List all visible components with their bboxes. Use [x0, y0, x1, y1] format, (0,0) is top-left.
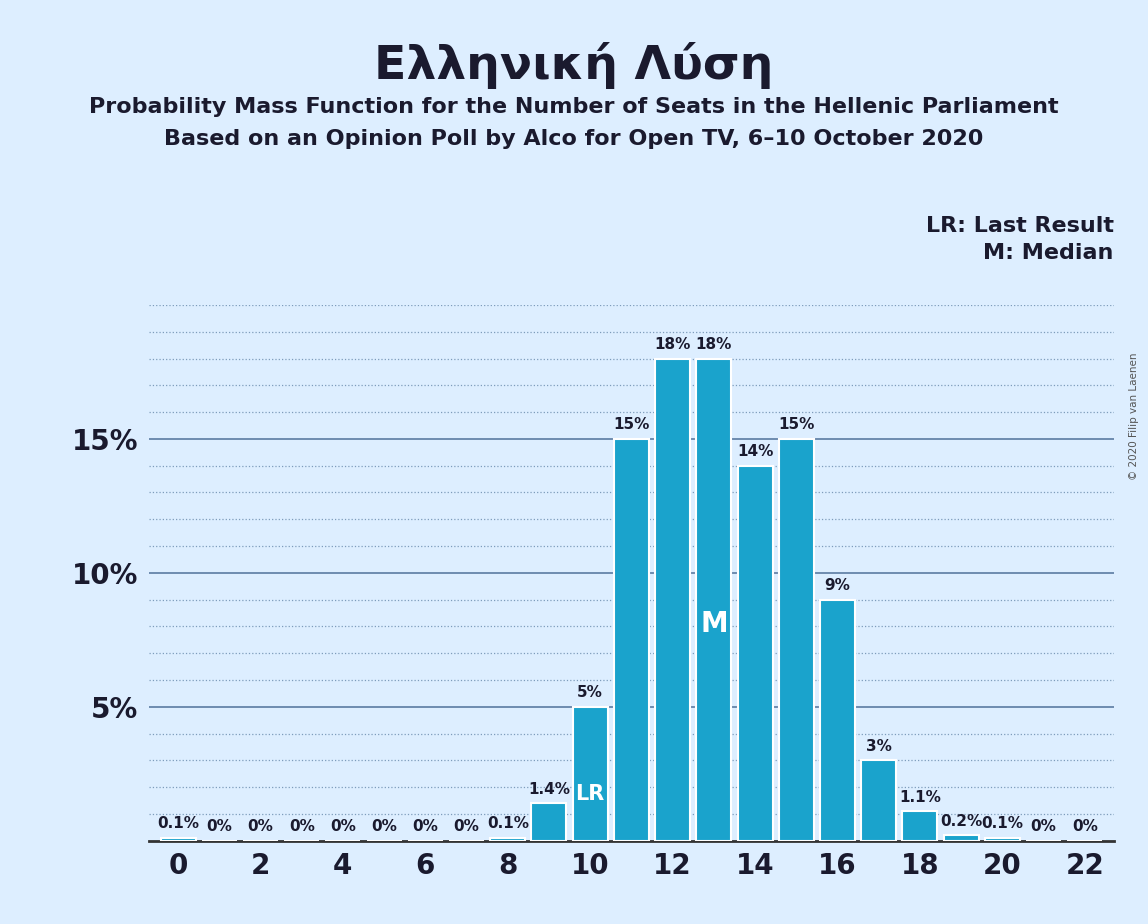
Text: Probability Mass Function for the Number of Seats in the Hellenic Parliament: Probability Mass Function for the Number… — [90, 97, 1058, 117]
Text: © 2020 Filip van Laenen: © 2020 Filip van Laenen — [1128, 352, 1139, 480]
Text: 0%: 0% — [289, 820, 315, 834]
Text: 9%: 9% — [824, 578, 851, 593]
Bar — [944, 835, 978, 841]
Bar — [573, 707, 607, 841]
Text: LR: Last Result: LR: Last Result — [925, 216, 1114, 237]
Text: 0%: 0% — [1031, 820, 1056, 834]
Text: 1.4%: 1.4% — [528, 782, 569, 796]
Text: 0%: 0% — [1072, 820, 1097, 834]
Text: 0%: 0% — [412, 820, 439, 834]
Text: 0%: 0% — [371, 820, 397, 834]
Bar — [861, 760, 897, 841]
Bar — [737, 466, 773, 841]
Bar — [985, 838, 1019, 841]
Text: Ελληνική Λύση: Ελληνική Λύση — [374, 42, 774, 89]
Text: 0%: 0% — [207, 820, 232, 834]
Text: 5%: 5% — [577, 686, 603, 700]
Text: 14%: 14% — [737, 444, 774, 459]
Text: 15%: 15% — [778, 418, 814, 432]
Text: 15%: 15% — [613, 418, 650, 432]
Text: 0%: 0% — [329, 820, 356, 834]
Bar — [820, 600, 855, 841]
Bar — [656, 359, 690, 841]
Text: 1.1%: 1.1% — [899, 790, 941, 805]
Text: M: Median: M: Median — [983, 243, 1114, 263]
Text: 0.2%: 0.2% — [940, 814, 983, 829]
Bar — [490, 838, 526, 841]
Bar — [902, 811, 938, 841]
Bar — [614, 439, 649, 841]
Text: LR: LR — [575, 784, 605, 804]
Text: 0.1%: 0.1% — [487, 817, 529, 832]
Text: 0.1%: 0.1% — [157, 817, 199, 832]
Text: Based on an Opinion Poll by Alco for Open TV, 6–10 October 2020: Based on an Opinion Poll by Alco for Ope… — [164, 129, 984, 150]
Text: 0.1%: 0.1% — [982, 817, 1023, 832]
Text: 18%: 18% — [696, 337, 732, 352]
Text: 0%: 0% — [248, 820, 273, 834]
Bar — [697, 359, 731, 841]
Text: M: M — [700, 610, 728, 638]
Bar — [778, 439, 814, 841]
Text: 3%: 3% — [866, 739, 892, 754]
Bar — [532, 803, 566, 841]
Text: 18%: 18% — [654, 337, 691, 352]
Bar — [161, 838, 195, 841]
Text: 0%: 0% — [453, 820, 480, 834]
